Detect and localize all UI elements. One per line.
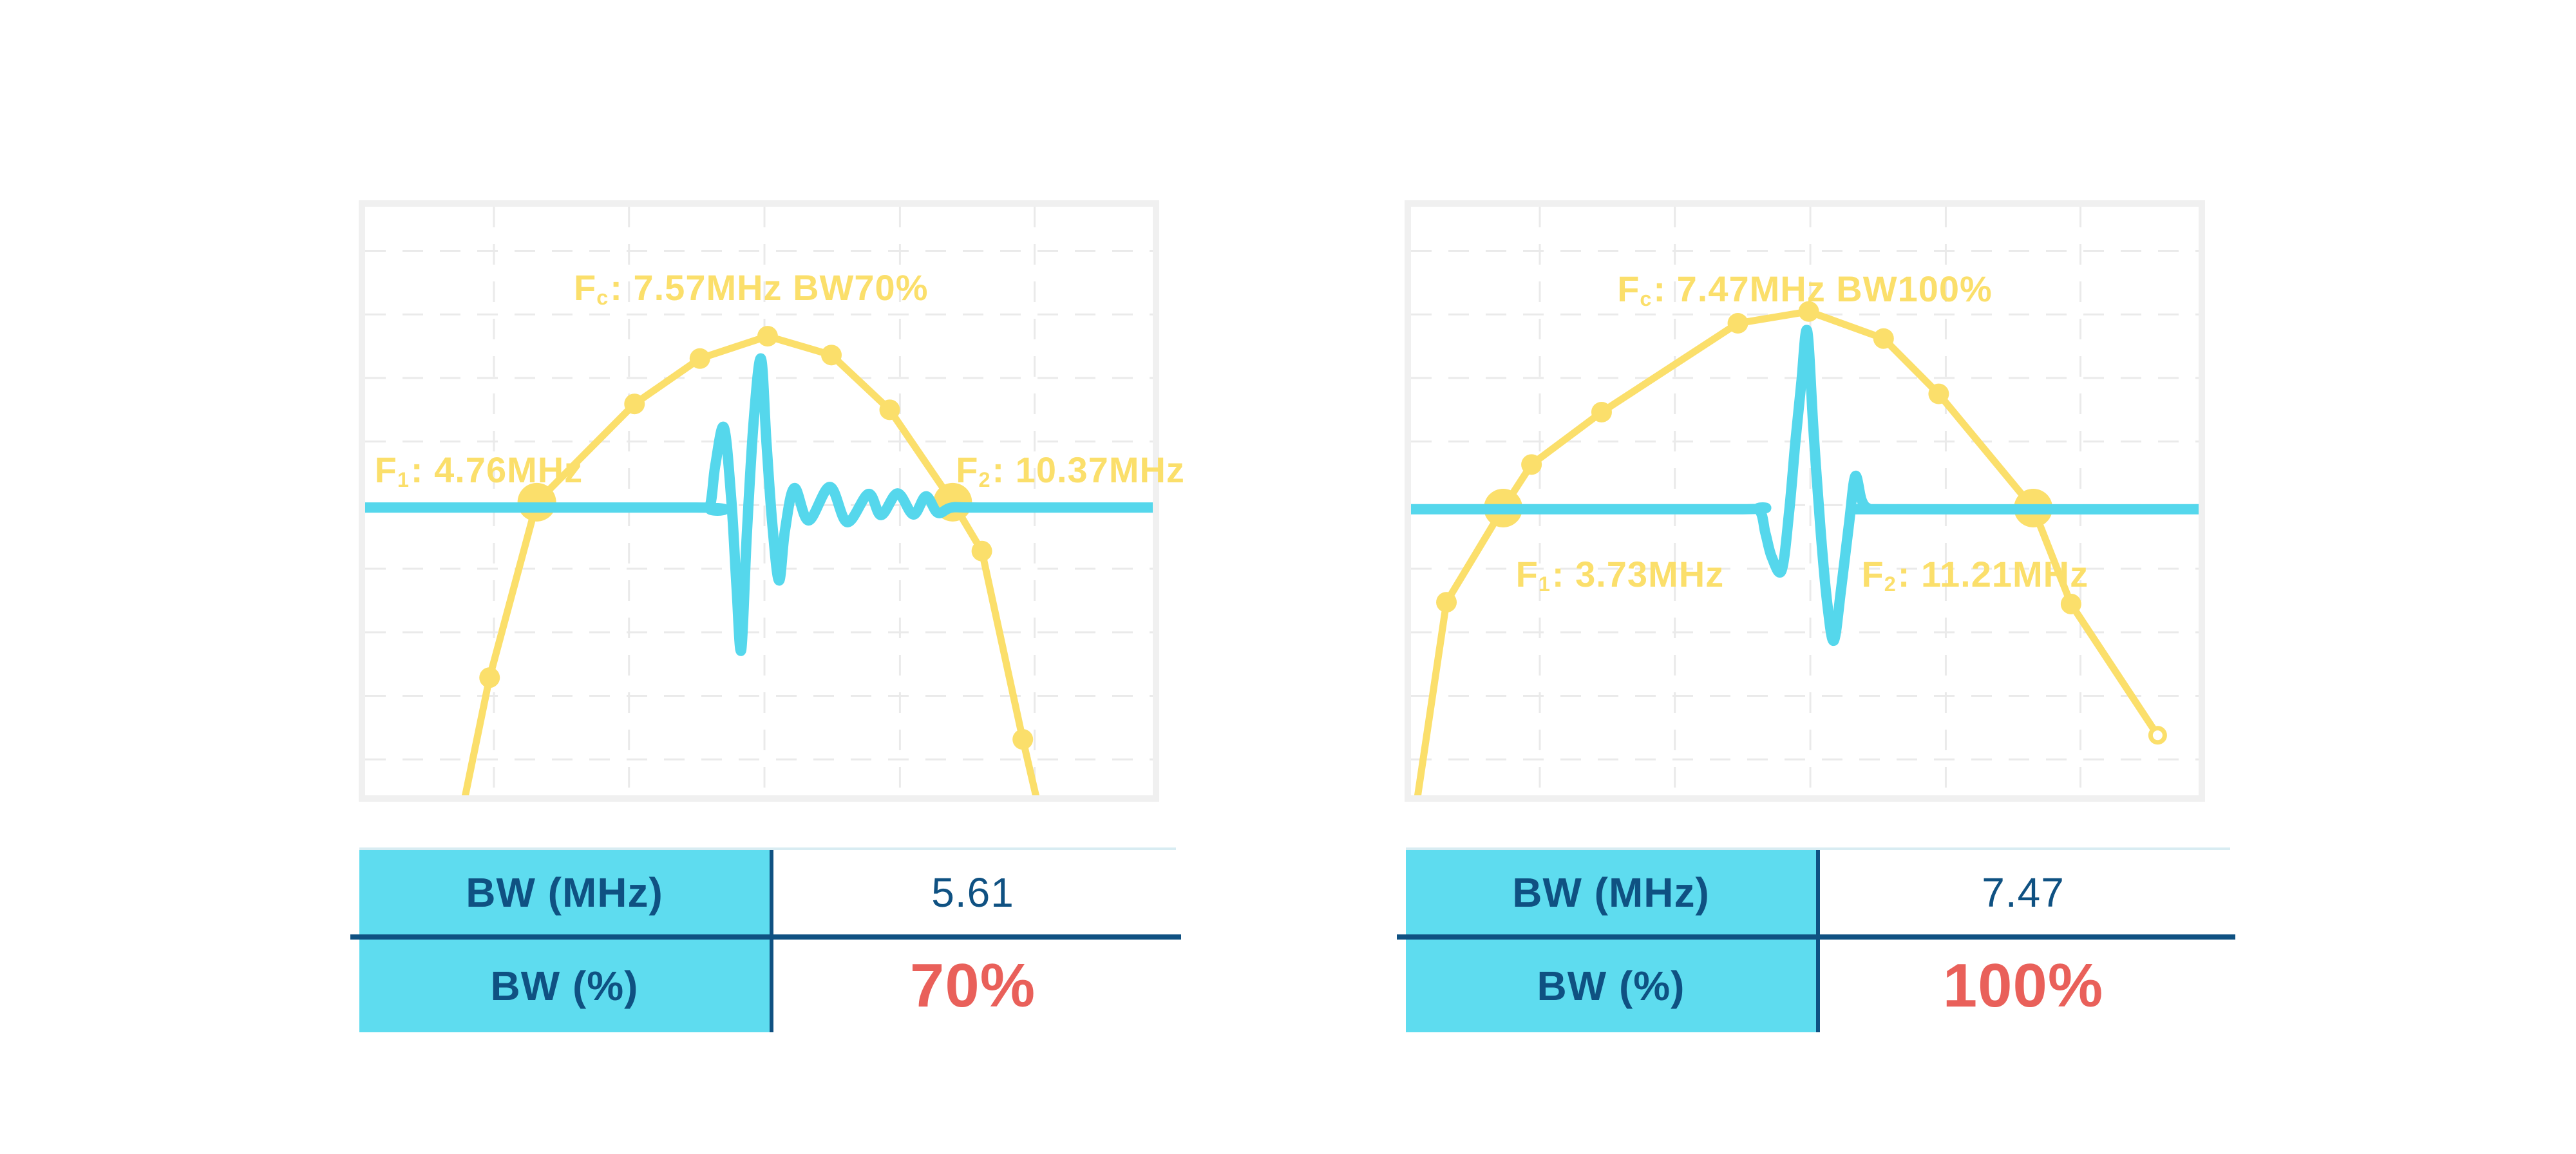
f1-annotation-text: F — [374, 449, 397, 490]
bw-mhz-label-cell: BW (MHz) — [359, 850, 770, 934]
table-row: BW (%) 70% — [359, 940, 1176, 1032]
table-column-divider — [770, 850, 773, 1032]
f1-annotation-value: : 3.73MHz — [1551, 554, 1725, 595]
table-row: BW (MHz) 5.61 — [359, 850, 1176, 934]
bw-percent-label-cell: BW (%) — [359, 940, 770, 1032]
f1-annotation-subscript: 1 — [1538, 572, 1551, 596]
fc-annotation: Fc: 7.57MHz BW70% — [574, 267, 929, 310]
fc-annotation-value: : 7.57MHz BW70% — [610, 267, 929, 308]
f2-annotation-text: F — [956, 449, 979, 490]
spectrum-chart-bw70: Fc: 7.57MHz BW70% F1: 4.76MHz F2: 10.37M… — [359, 200, 1184, 802]
spectrum-chart-bw100: Fc: 7.47MHz BW100% F1: 3.73MHz F2: 11.21… — [1405, 200, 2205, 802]
bw-mhz-label-cell: BW (MHz) — [1406, 850, 1816, 934]
chart-svg-bw70 — [359, 200, 1159, 802]
f1-annotation: F1: 3.73MHz — [1515, 554, 1725, 595]
fc-annotation-text: F — [574, 267, 597, 308]
fc-annotation-subscript: c — [596, 286, 609, 310]
bw-percent-value-cell: 100% — [1942, 951, 2104, 1020]
bw-mhz-value-cell: 5.61 — [931, 869, 1014, 916]
fc-annotation-value: : 7.47MHz BW100% — [1653, 268, 1993, 309]
table-column-divider — [1816, 850, 1820, 1032]
f2-annotation-value: : 10.37MHz — [992, 449, 1185, 490]
f1-annotation: F1: 4.76MHz — [374, 449, 583, 491]
fc-annotation-text: F — [1617, 268, 1640, 309]
f1-annotation-subscript: 1 — [397, 468, 410, 491]
f1-annotation-text: F — [1515, 554, 1539, 595]
bw-percent-value-cell: 70% — [909, 951, 1036, 1020]
f2-annotation: F2: 11.21MHz — [1861, 554, 2089, 595]
table-row: BW (%) 100% — [1406, 940, 2230, 1032]
bandwidth-table-bw100: BW (MHz) 7.47 BW (%) 100% — [1397, 847, 2235, 1032]
bandwidth-table-bw70: BW (MHz) 5.61 BW (%) 70% — [350, 847, 1181, 1032]
f2-annotation-text: F — [1861, 554, 1884, 595]
fc-annotation-subscript: c — [1640, 287, 1653, 311]
table-row-divider — [350, 934, 1181, 940]
f2-annotation-subscript: 2 — [978, 468, 991, 491]
chart-svg-bw100 — [1405, 200, 2205, 802]
f1-annotation-value: : 4.76MHz — [410, 449, 583, 490]
table-row: BW (MHz) 7.47 — [1406, 850, 2230, 934]
f2-annotation-value: : 11.21MHz — [1897, 554, 2089, 595]
bw-mhz-value-cell: 7.47 — [1982, 869, 2065, 916]
bw-percent-label-cell: BW (%) — [1406, 940, 1816, 1032]
f2-annotation-subscript: 2 — [1884, 572, 1897, 596]
fc-annotation: Fc: 7.47MHz BW100% — [1617, 268, 1993, 311]
f2-annotation: F2: 10.37MHz — [956, 449, 1185, 491]
